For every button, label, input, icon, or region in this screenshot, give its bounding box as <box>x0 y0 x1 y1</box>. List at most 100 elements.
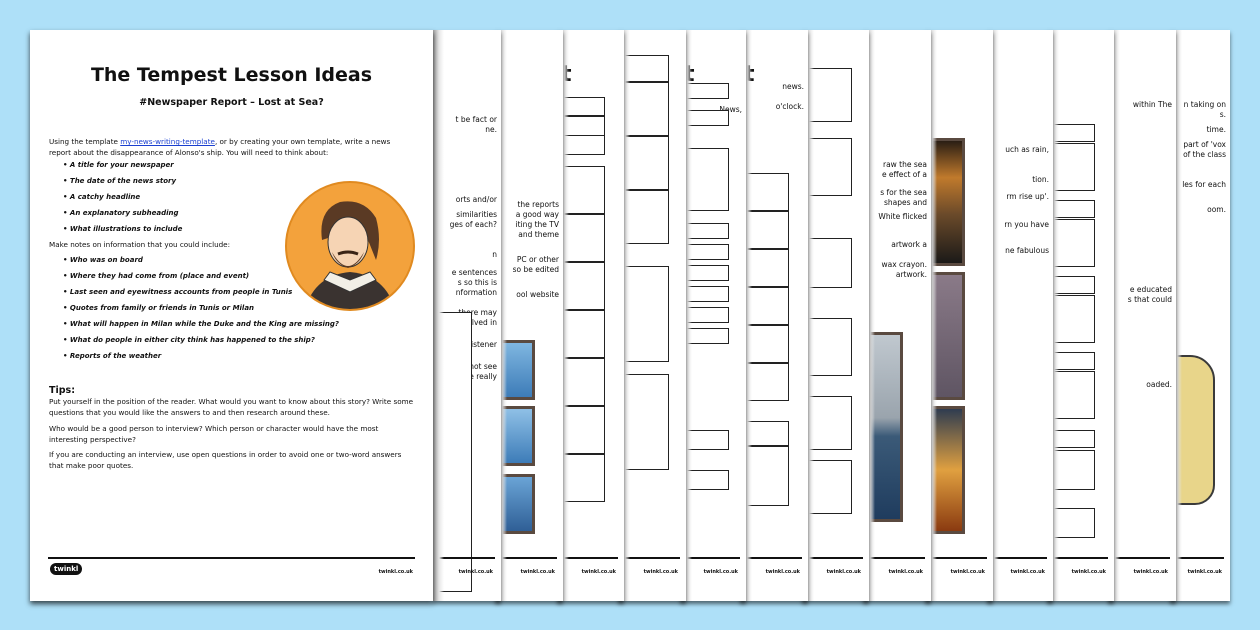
text-fragment: s that could <box>1127 295 1172 304</box>
writing-box <box>802 318 852 376</box>
text-fragment: ool website <box>516 290 559 299</box>
illustration-image <box>925 406 965 534</box>
template-link[interactable]: my-news-writing-template <box>120 137 215 146</box>
text-fragment: orts and/or <box>455 195 497 204</box>
text-fragment: artwork a <box>891 240 927 249</box>
footer-url: twinkl.co.uk <box>643 569 678 575</box>
writing-box <box>1047 295 1095 343</box>
writing-box <box>802 68 852 122</box>
writing-box <box>557 166 605 214</box>
illustration-image <box>925 138 965 266</box>
footer-divider <box>925 557 987 559</box>
text-fragment: e educated <box>1129 285 1172 294</box>
text-fragment: iting the TV <box>515 220 559 229</box>
writing-box <box>1047 200 1095 218</box>
illustration-image <box>495 406 535 466</box>
intro-paragraph: Using the template my-news-writing-templ… <box>49 137 391 157</box>
text-fragment: s so this is <box>457 278 497 287</box>
list-item: An explanatory subheading <box>63 209 182 225</box>
list-item: A catchy headline <box>63 193 182 209</box>
text-fragment: shapes and <box>883 198 927 207</box>
text-fragment: of the class <box>1183 150 1226 159</box>
writing-box <box>680 148 729 211</box>
writing-box <box>557 214 605 262</box>
writing-box <box>740 287 789 325</box>
text-fragment: be really <box>464 372 498 381</box>
list-item: Last seen and eyewitness accounts from p… <box>63 288 339 304</box>
text-fragment: raw the sea <box>882 160 927 169</box>
text-fragment: there may <box>458 308 497 317</box>
footer-url: twinkl.co.uk <box>1071 569 1106 575</box>
list-item: A title for your newspaper <box>63 161 182 177</box>
worksheet-page-strip: within The e educated s that could oaded. tw… <box>1108 30 1176 601</box>
worksheet-page-strip: twinkl.co.uk <box>1047 30 1114 601</box>
text-fragment: artwork. <box>895 270 927 279</box>
writing-box <box>1047 276 1095 294</box>
footer-divider <box>1170 557 1224 559</box>
footer-url: twinkl.co.uk <box>581 569 616 575</box>
worksheet-page-strip: t News, twinkl.co.uk <box>680 30 746 601</box>
notes-intro: Make notes on information that you could… <box>49 240 231 249</box>
writing-box <box>680 244 729 260</box>
writing-box <box>1047 450 1095 490</box>
footer-divider <box>618 557 680 559</box>
writing-box <box>802 138 852 196</box>
list-item: What do people in either city think has … <box>63 336 339 352</box>
tip-paragraph: Who would be a good person to interview?… <box>49 424 379 444</box>
writing-box <box>680 223 729 239</box>
writing-box <box>680 83 729 99</box>
text-fragment: nformation <box>455 288 497 297</box>
text-fragment: part of 'vox <box>1183 140 1226 149</box>
text-fragment: the reports <box>517 200 559 209</box>
writing-box <box>1047 371 1095 419</box>
page-title: The Tempest Lesson Ideas <box>90 64 373 86</box>
footer-divider <box>1108 557 1170 559</box>
think-about-list: A title for your newspaper The date of t… <box>63 161 183 241</box>
writing-box <box>740 446 789 506</box>
writing-box <box>680 265 729 281</box>
worksheet-page-strip: t twinkl.co.uk <box>557 30 624 601</box>
writing-box <box>618 136 669 190</box>
text-fragment: ne fabulous <box>1005 246 1049 255</box>
text-fragment: n <box>492 250 497 259</box>
page-subtitle: #Newspaper Report – Lost at Sea? <box>139 97 324 108</box>
writing-box <box>618 266 669 362</box>
text-fragment: rm rise up'. <box>1006 192 1049 201</box>
writing-box <box>557 135 605 155</box>
text-fragment: tion. <box>1032 175 1049 184</box>
worksheet-page-strip: twinkl.co.uk <box>802 30 869 601</box>
writing-box <box>557 454 605 502</box>
front-worksheet-page: The Tempest Lesson Ideas #Newspaper Repo… <box>30 30 433 601</box>
writing-box <box>802 460 852 514</box>
footer-url: twinkl.co.uk <box>1187 569 1222 575</box>
writing-box <box>1047 430 1095 448</box>
writing-box <box>618 374 669 470</box>
writing-box <box>740 325 789 363</box>
text-fragment: he listener <box>457 340 497 349</box>
text-fragment: uch as rain, <box>1005 145 1049 154</box>
text-fragment: s. <box>1219 110 1226 119</box>
text-fragment: similarities <box>456 210 497 219</box>
writing-box <box>740 173 789 211</box>
text-fragment: oom. <box>1207 205 1226 214</box>
writing-box <box>557 116 605 136</box>
text-fragment: White flicked <box>878 212 927 221</box>
footer-url: twinkl.co.uk <box>1133 569 1168 575</box>
list-item: Reports of the weather <box>63 352 339 368</box>
text-fragment: rn you have <box>1004 220 1049 229</box>
writing-box <box>740 211 789 249</box>
text-fragment: t be fact or <box>455 115 497 124</box>
writing-box <box>740 363 789 401</box>
illustration-image <box>863 332 903 522</box>
footer-url: twinkl.co.uk <box>458 569 493 575</box>
footer-url: twinkl.co.uk <box>703 569 738 575</box>
text-fragment: e effect of a <box>881 170 927 179</box>
bell-illustration <box>1170 355 1215 505</box>
footer-divider <box>740 557 802 559</box>
footer-divider <box>863 557 925 559</box>
text-fragment: les for each <box>1182 180 1226 189</box>
footer-url: twinkl.co.uk <box>1010 569 1045 575</box>
text-fragment: n taking on <box>1183 100 1226 109</box>
writing-box <box>1047 124 1095 142</box>
footer-url: twinkl.co.uk <box>950 569 985 575</box>
